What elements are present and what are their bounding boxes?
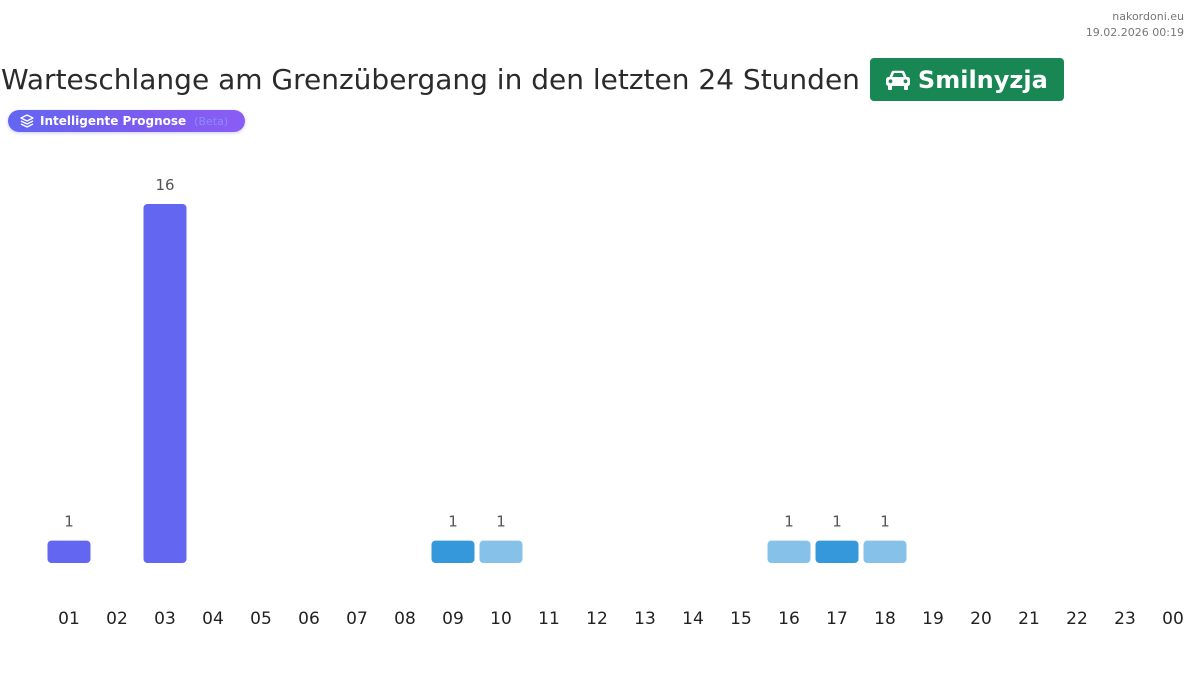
x-tick-label: 02 [106,609,128,629]
bar-value-label: 1 [448,513,458,531]
forecast-label: Intelligente Prognose [40,114,187,128]
bar-01[interactable] [47,540,91,563]
bar-value-label: 16 [155,176,174,194]
layers-icon [20,114,34,128]
x-tick-label: 15 [730,609,752,629]
x-tick-label: 03 [154,609,176,629]
x-tick-label: 13 [634,609,656,629]
bar-09[interactable] [431,540,475,563]
x-tick-label: 14 [682,609,704,629]
x-tick-label: 00 [1162,609,1184,629]
x-tick-label: 05 [250,609,272,629]
forecast-pill[interactable]: Intelligente Prognose (Beta) [8,110,245,132]
x-tick-label: 17 [826,609,848,629]
crossing-name: Smilnyzja [917,65,1048,94]
bar-10[interactable] [479,540,523,563]
x-tick-label: 20 [970,609,992,629]
bar-17[interactable] [815,540,859,563]
x-tick-label: 23 [1114,609,1136,629]
bar-value-label: 1 [880,513,890,531]
x-tick-label: 21 [1018,609,1040,629]
x-tick-label: 06 [298,609,320,629]
bar-18[interactable] [863,540,907,563]
bar-value-label: 1 [784,513,794,531]
x-tick-label: 22 [1066,609,1088,629]
x-tick-label: 04 [202,609,224,629]
x-tick-label: 19 [922,609,944,629]
x-tick-label: 10 [490,609,512,629]
x-tick-label: 01 [58,609,80,629]
page-title: Warteschlange am Grenzübergang in den le… [1,63,860,96]
header-meta: nakordoni.eu 19.02.2026 00:19 [1086,9,1184,41]
crossing-badge[interactable]: Smilnyzja [869,58,1064,101]
x-tick-label: 12 [586,609,608,629]
bar-value-label: 1 [496,513,506,531]
x-tick-label: 08 [394,609,416,629]
x-tick-label: 16 [778,609,800,629]
x-tick-label: 09 [442,609,464,629]
site-name: nakordoni.eu [1112,10,1184,23]
bar-16[interactable] [767,540,811,563]
bar-value-label: 1 [832,513,842,531]
bar-value-label: 1 [64,513,74,531]
car-icon [885,70,910,90]
title-row: Warteschlange am Grenzübergang in den le… [1,58,1064,101]
x-tick-label: 11 [538,609,560,629]
x-tick-label: 07 [346,609,368,629]
forecast-tag: (Beta) [194,114,229,128]
bar-03[interactable] [143,204,187,563]
timestamp: 19.02.2026 00:19 [1085,26,1184,39]
x-tick-label: 18 [874,609,896,629]
